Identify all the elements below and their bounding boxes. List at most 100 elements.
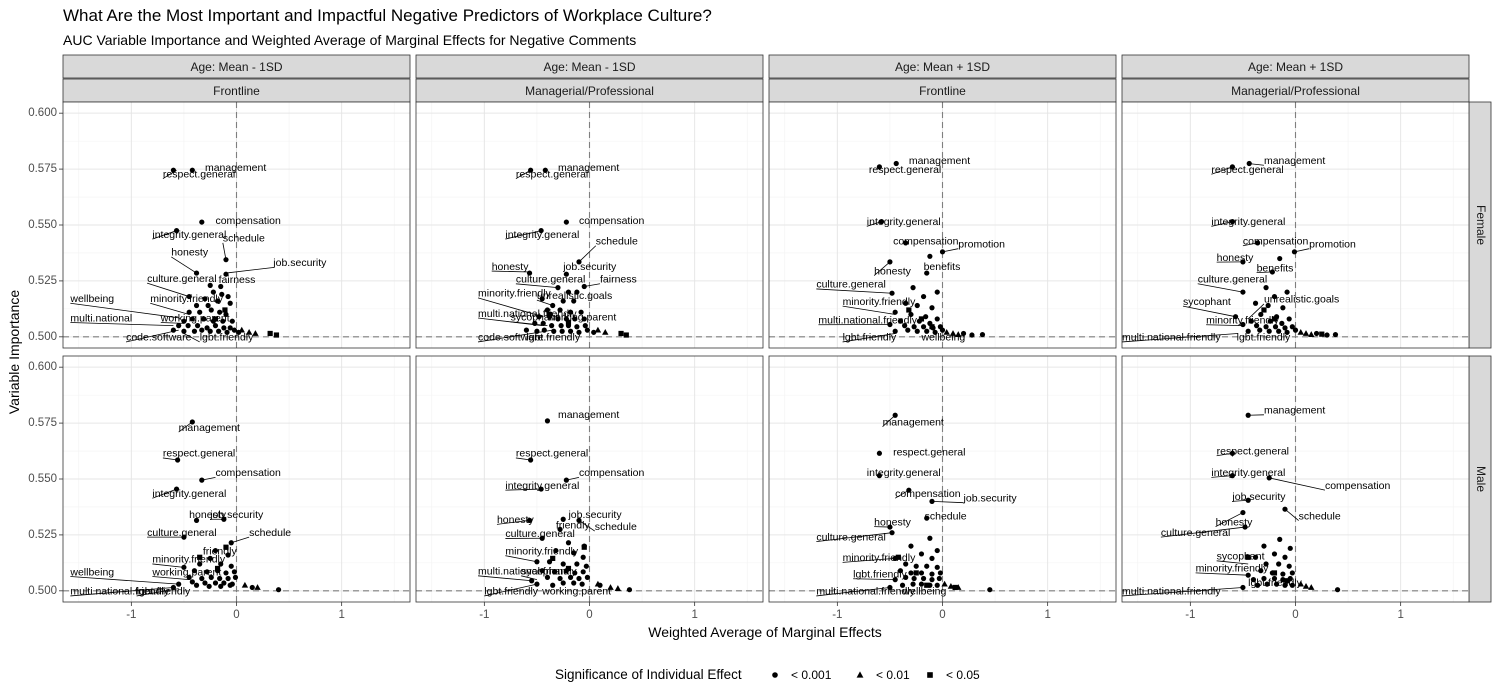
point-circle: [231, 569, 237, 575]
label-leader-line: [882, 414, 896, 427]
point-label: schedule: [249, 527, 291, 539]
point-circle: [1284, 329, 1290, 335]
point-circle: [584, 574, 590, 581]
point-label: culture.general: [516, 274, 585, 286]
point-circle: [934, 564, 940, 570]
point-square: [924, 582, 930, 588]
label-leader-line: [478, 575, 532, 582]
point-circle: [1282, 325, 1288, 331]
point-circle: [1271, 551, 1278, 557]
point-circle: [186, 293, 192, 300]
point-triangle: [1302, 330, 1310, 336]
point-circle: [544, 574, 551, 581]
point-label: schedule: [596, 236, 638, 248]
facet-strip-age: [768, 54, 1117, 79]
point-label: fairness: [600, 274, 637, 286]
panel-marks: management respect.general integrity.gener…: [1121, 405, 1390, 598]
label-leader-line: [1121, 587, 1243, 597]
point-label: wellbeing: [69, 293, 114, 305]
point-label: minority.friendly: [843, 296, 916, 308]
facet-strip-role-label: Frontline: [919, 84, 966, 98]
point-circle: [936, 575, 942, 582]
point-circle: [887, 584, 893, 591]
point-circle: [197, 561, 203, 567]
point-circle: [214, 298, 221, 304]
point-circle: [1269, 269, 1275, 275]
point-label: multi.national.friendly: [478, 308, 577, 320]
point-square: [623, 332, 629, 338]
point-circle: [903, 300, 909, 306]
label-leader-line: [515, 283, 558, 289]
point-circle: [181, 328, 187, 334]
point-label: multi.national.friendly: [70, 586, 169, 598]
point-circle: [189, 419, 195, 425]
point-circle: [228, 563, 234, 569]
point-label: honesty: [1216, 516, 1254, 528]
point-label: honesty: [874, 265, 912, 277]
point-label: compensation: [1243, 236, 1309, 248]
point-triangle: [941, 580, 948, 587]
point-circle: [221, 580, 227, 586]
legend-key-triangle: [856, 671, 864, 678]
point-circle: [929, 577, 935, 583]
point-circle: [218, 583, 224, 589]
point-circle: [539, 296, 545, 302]
point-circle: [571, 580, 577, 586]
point-circle: [541, 327, 547, 333]
point-circle: [906, 487, 912, 493]
point-circle: [201, 316, 207, 322]
label-leader-line: [1160, 526, 1246, 538]
point-label: management: [1264, 405, 1325, 417]
point-circle: [908, 570, 914, 576]
point-circle: [920, 575, 927, 582]
point-circle: [887, 259, 893, 265]
point-triangle: [254, 584, 261, 590]
point-label: multi.national.friendly: [478, 566, 577, 578]
y-tick-label: 0.525: [28, 529, 57, 541]
point-circle: [557, 575, 563, 582]
point-circle: [228, 540, 234, 546]
point-circle: [878, 219, 885, 225]
point-circle: [223, 271, 229, 277]
point-circle: [1280, 577, 1286, 583]
point-circle: [918, 570, 925, 576]
point-circle: [558, 323, 564, 329]
point-label: respect.general: [163, 448, 235, 460]
x-tick-label: 1: [1044, 609, 1050, 621]
point-square: [1271, 570, 1278, 576]
point-label: job.security: [209, 509, 264, 521]
facet-strip-age-label: Age: Mean - 1SD: [190, 60, 282, 74]
label-leader-line: [70, 587, 174, 597]
y-tick-label: 0.575: [28, 417, 57, 429]
label-leader-line: [496, 519, 530, 525]
point-circle: [1313, 330, 1320, 337]
point-circle: [221, 516, 227, 522]
point-square: [918, 316, 925, 322]
point-label: management: [558, 409, 619, 421]
point-label: sycophant: [1217, 551, 1265, 563]
point-circle: [1229, 450, 1236, 456]
point-triangle: [947, 582, 955, 589]
facet-strip-role-label: Managerial/Professional: [1231, 84, 1360, 98]
point-circle: [249, 584, 255, 591]
point-circle: [908, 543, 914, 549]
point-circle: [578, 309, 584, 315]
legend-key-square: [927, 672, 933, 678]
point-circle: [1286, 316, 1292, 322]
point-triangle: [614, 585, 622, 591]
point-circle: [580, 569, 586, 575]
point-circle: [1279, 320, 1285, 326]
label-leader-line: [931, 500, 964, 504]
x-tick-label: 0: [586, 609, 592, 621]
point-label: culture.general: [816, 279, 885, 291]
facet-strip-role-label: Managerial/Professional: [525, 84, 654, 98]
point-circle: [576, 575, 582, 582]
point-circle: [929, 555, 935, 561]
legend-key-circle: [772, 672, 778, 678]
point-circle: [565, 540, 572, 546]
point-circle: [1271, 293, 1278, 300]
point-label: multi.national.friendly: [1122, 332, 1221, 344]
point-circle: [934, 582, 940, 588]
